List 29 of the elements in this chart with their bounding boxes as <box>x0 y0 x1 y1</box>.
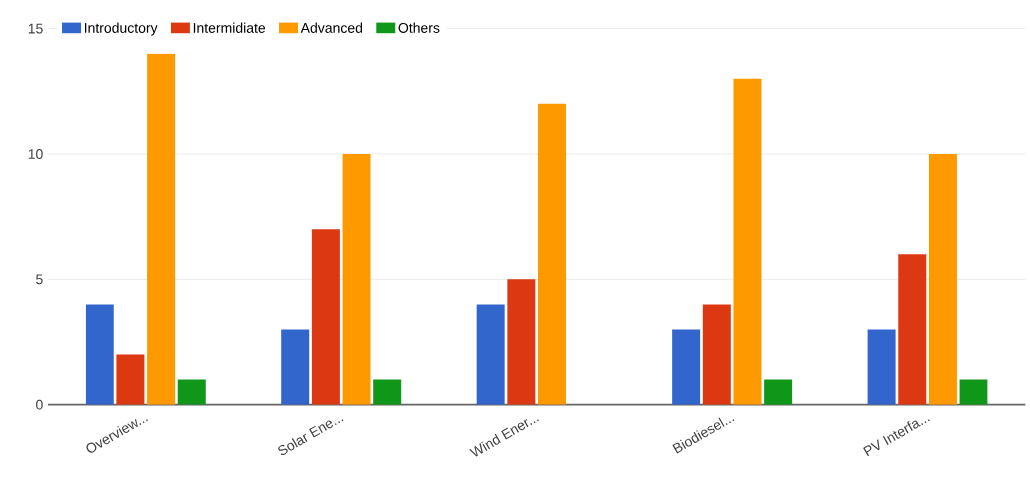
bar <box>177 379 206 405</box>
bar <box>281 329 310 405</box>
bar <box>373 379 402 405</box>
bar <box>928 153 957 405</box>
bar <box>507 279 536 405</box>
bar <box>342 153 371 405</box>
bar <box>147 53 176 405</box>
bar <box>867 329 896 405</box>
x-tick-label: Wind Ener... <box>469 418 539 457</box>
y-tick-label: 10 <box>28 149 43 159</box>
bar <box>764 379 793 405</box>
bar <box>116 354 145 405</box>
bar <box>538 103 567 405</box>
bar <box>476 304 505 405</box>
bar <box>672 329 701 405</box>
bar <box>311 229 340 405</box>
y-tick-label: 5 <box>36 274 43 285</box>
bar <box>702 304 731 405</box>
x-tick-label: Solar Ene... <box>278 419 344 456</box>
bar <box>959 379 988 405</box>
y-tick-label: 0 <box>36 399 43 410</box>
bar <box>733 78 762 405</box>
y-tick-label: 15 <box>28 23 43 34</box>
legend-label: Others <box>398 22 440 33</box>
legend-label: Introductory <box>84 22 158 36</box>
bar <box>898 254 927 405</box>
legend-label: Advanced <box>300 22 363 33</box>
bar <box>85 304 114 405</box>
legend-label: Intermidiate <box>193 22 266 33</box>
